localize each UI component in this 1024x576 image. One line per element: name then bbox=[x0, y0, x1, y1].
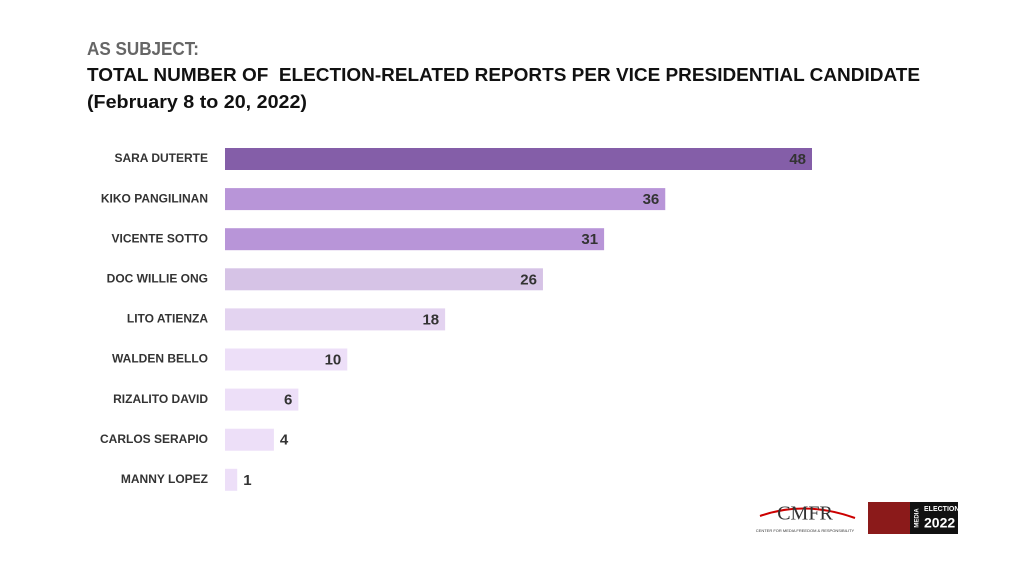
value-label: 26 bbox=[520, 271, 537, 288]
category-label: CARLOS SERAPIO bbox=[100, 432, 208, 446]
bar bbox=[225, 188, 666, 211]
category-label: SARA DUTERTE bbox=[114, 151, 208, 165]
category-label: DOC WILLIE ONG bbox=[107, 271, 208, 285]
title-line: (February 8 to 20, 2022) bbox=[87, 92, 307, 112]
logo-text: MEDIA bbox=[915, 508, 921, 528]
category-label: WALDEN BELLO bbox=[112, 352, 208, 366]
category-label: RIZALITO DAVID bbox=[113, 392, 208, 406]
bar bbox=[225, 468, 238, 491]
bar bbox=[225, 228, 605, 251]
logo-text: CMFR bbox=[777, 503, 833, 525]
logo-text: ELECTIONS bbox=[924, 506, 964, 513]
title-line: AS SUBJECT: bbox=[87, 39, 199, 59]
bar bbox=[225, 148, 812, 170]
logo-panel bbox=[868, 502, 910, 534]
bar bbox=[225, 308, 446, 331]
bar bbox=[225, 268, 543, 291]
value-label: 10 bbox=[325, 351, 342, 368]
bar bbox=[225, 388, 299, 411]
value-label: 6 bbox=[284, 392, 292, 409]
category-label: LITO ATIENZA bbox=[127, 312, 208, 326]
logo-swoosh bbox=[759, 507, 856, 519]
elections-logo: MEDIA ELECTIONS 2022 bbox=[868, 502, 964, 534]
bar bbox=[225, 428, 274, 451]
value-label: 18 bbox=[422, 311, 439, 328]
value-label: 31 bbox=[581, 231, 598, 248]
value-label: 1 bbox=[243, 472, 251, 489]
category-label: VICENTE SOTTO bbox=[112, 231, 208, 245]
value-label: 48 bbox=[789, 151, 806, 168]
category-label: KIKO PANGILINAN bbox=[101, 191, 208, 205]
title-line: TOTAL NUMBER OF ELECTION-RELATED REPORTS… bbox=[87, 65, 920, 85]
bar bbox=[225, 348, 348, 371]
cmfr-logo: CMFR CENTER FOR MEDIA FREEDOM & RESPONSI… bbox=[756, 503, 856, 533]
logo-text: 2022 bbox=[924, 515, 955, 531]
logo-subtext: CENTER FOR MEDIA FREEDOM & RESPONSIBILIT… bbox=[756, 528, 855, 533]
value-label: 36 bbox=[643, 191, 660, 208]
value-label: 4 bbox=[280, 432, 289, 449]
category-label: MANNY LOPEZ bbox=[121, 472, 208, 486]
